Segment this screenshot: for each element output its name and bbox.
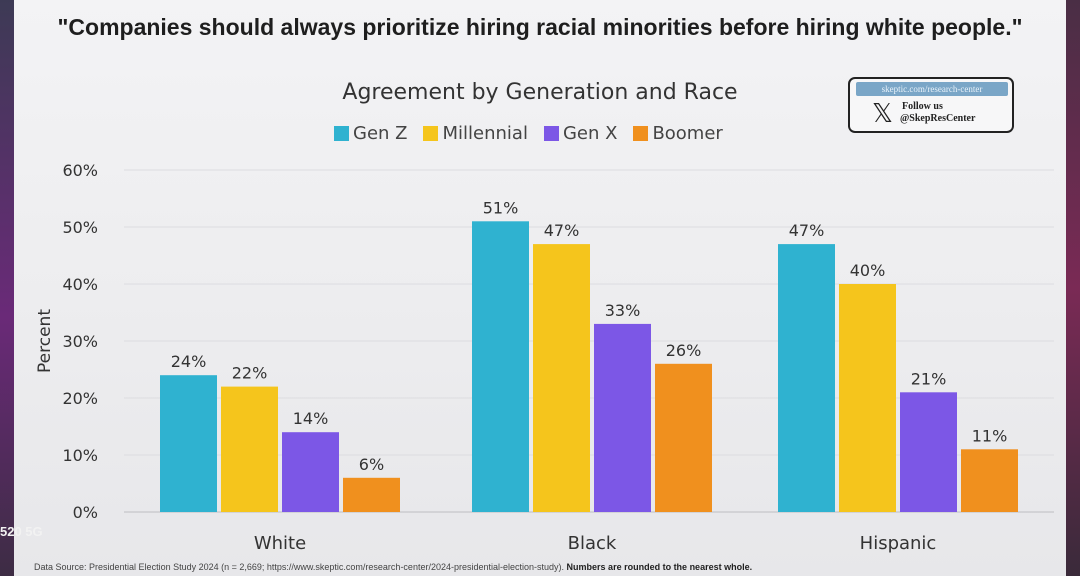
legend-label: Gen X — [562, 123, 618, 144]
y-tick-label: 0% — [73, 503, 98, 522]
data-label: 21% — [911, 369, 947, 388]
y-tick-label: 60% — [62, 161, 98, 180]
data-label: 40% — [850, 261, 886, 280]
bar-hispanic-gen-x — [900, 392, 957, 512]
bar-chart: 0% 10% 20% 30% 40% 50% 60% Percent 24% 22% 14% 6% Wh… — [35, 161, 1054, 554]
bar-hispanic-millennial — [839, 284, 896, 512]
legend-item-millennial: Millennial — [423, 123, 528, 144]
data-label: 51% — [483, 198, 519, 217]
data-label: 47% — [544, 221, 580, 240]
slide: "Companies should always prioritize hiri… — [14, 0, 1066, 576]
y-tick-label: 50% — [62, 218, 98, 237]
bar-white-gen-x — [282, 432, 339, 512]
legend-item-boomer: Boomer — [633, 123, 723, 144]
bar-white-gen-z — [160, 375, 217, 512]
y-axis-label: Percent — [35, 309, 55, 373]
bar-black-boomer — [655, 363, 712, 512]
category-label: Black — [568, 533, 617, 554]
legend-swatch — [334, 126, 349, 141]
data-label: 14% — [293, 409, 329, 428]
social-box[interactable]: skeptic.com/research-center 𝕏 Follow us … — [848, 77, 1014, 133]
data-label: 6% — [359, 455, 384, 474]
legend-swatch — [633, 126, 649, 141]
footer-note: Numbers are rounded to the nearest whole… — [566, 562, 753, 572]
data-label: 33% — [605, 301, 641, 320]
chart-title: "Companies should always prioritize hiri… — [57, 14, 1023, 40]
footer-source: Data Source: Presidential Election Study… — [34, 562, 565, 572]
category-label: Hispanic — [860, 533, 937, 554]
data-label: 22% — [232, 364, 268, 383]
legend-swatch — [423, 126, 439, 141]
data-label: 47% — [789, 221, 825, 240]
follow-us-label: Follow us — [902, 101, 943, 112]
legend-item-gen-z: Gen Z — [334, 123, 407, 144]
bar-white-millennial — [221, 386, 278, 512]
chart-subtitle: Agreement by Generation and Race — [342, 80, 738, 105]
legend-label: Boomer — [652, 123, 723, 144]
y-tick-label: 10% — [62, 446, 98, 465]
bar-black-gen-x — [594, 323, 651, 512]
data-label: 24% — [171, 352, 207, 371]
legend-label: Gen Z — [353, 123, 408, 144]
bar-white-boomer — [343, 477, 400, 512]
y-tick-label: 20% — [62, 389, 98, 408]
category-label: White — [254, 533, 306, 554]
legend-swatch — [543, 126, 559, 141]
status-overlay: 520 5G — [0, 524, 43, 539]
y-tick-label: 30% — [62, 332, 98, 351]
bar-hispanic-gen-z — [778, 244, 835, 512]
legend: Gen Z Millennial Gen X Boomer — [334, 123, 723, 144]
x-logo-icon: 𝕏 — [872, 99, 893, 129]
bar-black-gen-z — [472, 221, 529, 513]
data-label: 11% — [972, 426, 1008, 445]
social-handle[interactable]: @SkepResCenter — [900, 113, 976, 124]
footer: Data Source: Presidential Election Study… — [34, 562, 752, 572]
right-bezel — [1066, 0, 1080, 576]
social-url[interactable]: skeptic.com/research-center — [856, 82, 1008, 96]
bar-black-millennial — [533, 244, 590, 512]
y-tick-label: 40% — [62, 275, 98, 294]
legend-item-gen-x: Gen X — [543, 123, 618, 144]
bar-hispanic-boomer — [961, 449, 1018, 512]
legend-label: Millennial — [442, 123, 528, 144]
left-bezel — [0, 0, 14, 576]
data-label: 26% — [666, 341, 702, 360]
